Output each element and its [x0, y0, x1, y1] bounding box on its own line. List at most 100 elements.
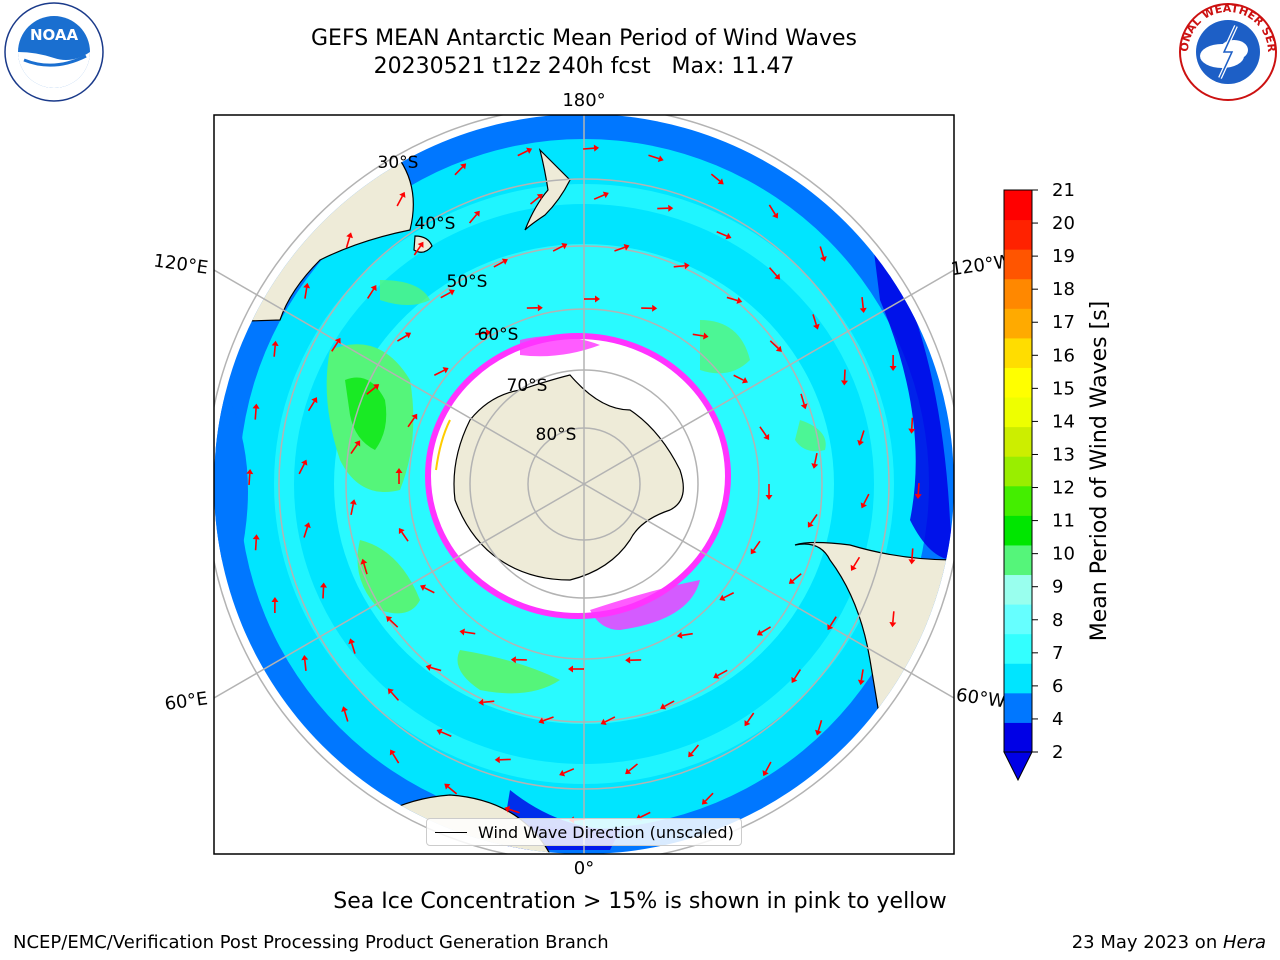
wind-wave-arrowhead: [800, 403, 808, 410]
footer-credit: NCEP/EMC/Verification Post Processing Pr…: [13, 932, 609, 953]
wind-wave-arrowhead: [741, 377, 748, 384]
wind-wave-arrowhead: [334, 337, 341, 344]
wind-wave-arrow: [817, 720, 823, 732]
wind-wave-arrow: [911, 548, 914, 560]
wind-wave-arrowhead: [889, 365, 897, 371]
wind-wave-arrowhead: [860, 502, 867, 509]
wind-wave-arrow: [812, 314, 818, 326]
wind-wave-arrowhead: [857, 679, 865, 686]
wind-wave-arrowhead: [623, 243, 630, 251]
wind-wave-arrowhead: [373, 384, 380, 390]
wind-wave-arrow: [917, 483, 920, 495]
wind-wave-arrow: [793, 669, 802, 680]
wind-wave-arrowhead: [252, 534, 260, 540]
wind-wave-arrow: [366, 386, 376, 395]
wind-wave-arrow: [860, 669, 864, 681]
wind-wave-arrow: [396, 195, 404, 207]
wind-wave-arrowhead: [859, 307, 867, 314]
wind-wave-arrow: [389, 619, 399, 628]
colorbar-tick-label: 14: [1052, 411, 1075, 432]
wind-wave-arrow: [493, 261, 504, 268]
wind-wave-arrow: [563, 768, 575, 774]
wind-wave-arrow: [664, 700, 675, 707]
wind-wave-arrowhead: [713, 672, 720, 679]
colorbar-segment: [1004, 426, 1032, 457]
wind-wave-arrowhead: [660, 703, 667, 710]
wind-wave-arrowhead: [788, 578, 795, 584]
wind-wave-arrow: [447, 786, 458, 795]
colorbar-tick-label: 4: [1052, 709, 1063, 730]
wind-wave-arrow: [430, 666, 442, 672]
wind-wave-arrowhead: [346, 232, 353, 239]
wind-wave-arrowhead: [436, 728, 443, 736]
wind-wave-arrowhead: [668, 204, 674, 212]
wind-wave-arrow: [454, 166, 464, 176]
colorbar-segment: [1004, 544, 1032, 576]
wind-wave-arrowhead: [246, 468, 254, 475]
wind-wave-arrow: [710, 173, 721, 182]
colorbar-tick-label: 20: [1052, 213, 1075, 234]
wind-wave-arrow: [733, 374, 744, 381]
wind-wave-arrowhead: [725, 232, 732, 240]
legend-label: Wind Wave Direction (unscaled): [478, 823, 734, 842]
colorbar-segment: [1004, 337, 1032, 368]
wind-wave-arrowhead: [717, 178, 724, 185]
wind-wave-arrow: [692, 333, 704, 337]
wind-wave-arrow: [863, 493, 870, 505]
wind-wave-arrow: [813, 452, 818, 465]
wind-wave-arrow: [424, 587, 435, 594]
lat-label-30s: 30°S: [378, 153, 419, 173]
legend-line-swatch: [435, 832, 467, 833]
wind-wave-arrowhead: [908, 559, 916, 565]
wind-wave-arrow: [843, 369, 846, 381]
colorbar-tick-label: 10: [1052, 544, 1075, 565]
wind-wave-arrowhead: [354, 440, 361, 447]
wind-wave-arrow: [483, 700, 495, 704]
wind-wave-arrowhead: [411, 413, 418, 420]
wind-wave-arrow: [343, 710, 349, 722]
colorbar-tick-label: 2: [1052, 742, 1063, 763]
wind-wave-arrow: [273, 345, 276, 357]
wind-wave-arrowhead: [271, 597, 279, 603]
lat-label-60s: 60°S: [478, 325, 519, 345]
wind-wave-arrowhead: [719, 594, 726, 601]
lon-label-180: 180°: [562, 90, 605, 111]
wind-wave-arrow: [910, 417, 914, 429]
wind-wave-arrowhead: [348, 638, 356, 645]
wind-wave-arrowhead: [311, 397, 318, 404]
colorbar-tick-label: 21: [1052, 180, 1075, 201]
wind-wave-arrowhead: [684, 262, 690, 270]
wind-wave-arrowhead: [807, 521, 814, 528]
colorbar-segment: [1004, 692, 1032, 723]
wind-wave-arrowhead: [595, 295, 600, 303]
colorbar-segment: [1004, 574, 1032, 605]
wind-wave-arrow: [345, 236, 351, 248]
antarctica: [453, 374, 684, 581]
wind-wave-arrow: [552, 245, 564, 252]
wind-wave-arrow: [530, 196, 540, 205]
wind-wave-arrowhead: [857, 439, 864, 446]
chart-title: GEFS MEAN Antarctic Mean Period of Wind …: [311, 26, 857, 51]
wind-wave-arrowhead: [538, 717, 545, 725]
wind-wave-arrowhead: [349, 499, 357, 505]
wind-wave-arrow: [764, 761, 772, 773]
noaa-logo: NOAA: [4, 2, 104, 102]
wind-wave-arrowhead: [386, 616, 393, 623]
wind-wave-arrow: [726, 296, 738, 302]
wind-wave-arrow: [792, 573, 802, 582]
wind-wave-arrow: [248, 473, 251, 485]
wind-wave-arrowhead: [341, 706, 348, 713]
colorbar-segment: [1004, 219, 1032, 250]
wind-wave-arrow: [673, 264, 685, 268]
noaa-logo-text: NOAA: [30, 26, 79, 44]
lon-label-60w: 60°W: [955, 685, 1007, 713]
wind-wave-arrowhead: [387, 688, 394, 695]
wind-wave-arrowhead: [536, 193, 543, 200]
wind-wave-arrow: [614, 246, 626, 252]
wind-wave-arrowhead: [526, 147, 533, 154]
wind-wave-arrowhead: [537, 304, 543, 312]
wind-wave-arrow: [542, 716, 554, 722]
colorbar-segment: [1004, 308, 1032, 339]
colorbar-segment: [1004, 456, 1032, 487]
